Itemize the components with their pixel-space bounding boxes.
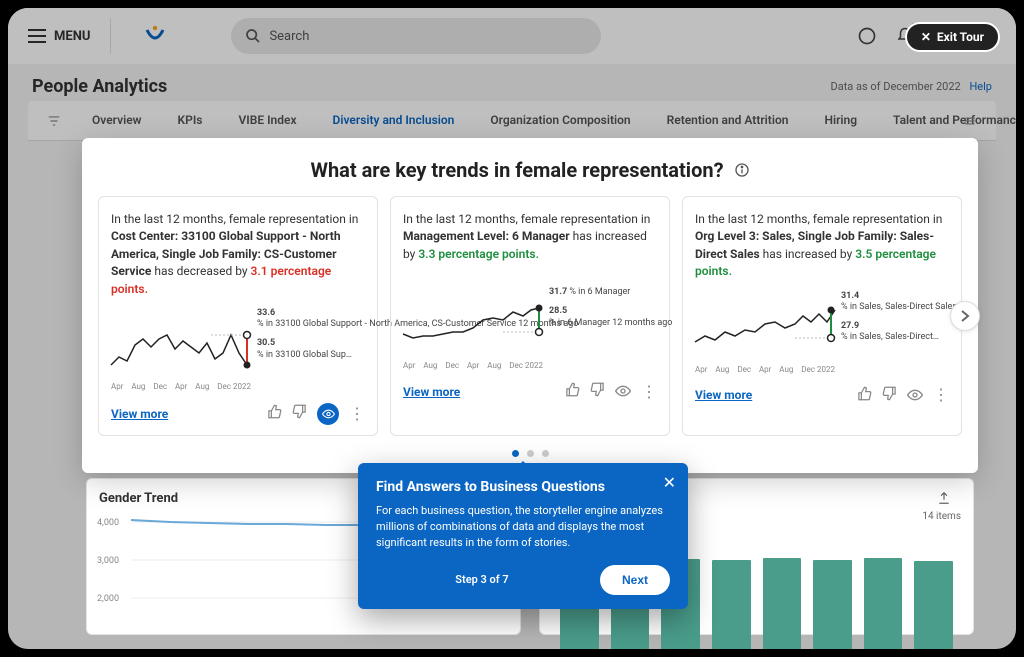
- tour-next-button[interactable]: Next: [600, 565, 670, 595]
- help-link[interactable]: Help: [969, 80, 992, 93]
- card-summary: In the last 12 months, female representa…: [403, 211, 657, 277]
- page-meta: Data as of December 2022 Help: [831, 80, 993, 93]
- tab-retention-and-attrition[interactable]: Retention and Attrition: [663, 101, 793, 141]
- value-labels: 33.6 % in 33100 Global Support - North A…: [257, 308, 365, 391]
- tour-body: For each business question, the storytel…: [376, 503, 670, 551]
- sparkline-chart: [695, 291, 835, 363]
- workday-logo[interactable]: [141, 22, 169, 50]
- bar: [712, 560, 751, 649]
- bar: [763, 558, 802, 649]
- tab-vibe-index[interactable]: VIBE Index: [234, 101, 300, 141]
- kebab-icon[interactable]: ⋮: [933, 390, 949, 400]
- gender-trend-title: Gender Trend: [99, 491, 178, 506]
- trend-card: In the last 12 months, female representa…: [682, 196, 962, 436]
- trends-panel: What are key trends in female representa…: [82, 138, 978, 473]
- info-icon[interactable]: [734, 162, 750, 178]
- page-title: People Analytics: [32, 76, 167, 97]
- menu-button[interactable]: MENU: [28, 29, 90, 44]
- page-header: People Analytics Data as of December 202…: [8, 64, 1016, 101]
- view-more-link[interactable]: View more: [111, 407, 168, 421]
- ytick: 4,000: [97, 518, 119, 528]
- x-axis-ticks: AprAugDecAprAugDec 2022: [403, 361, 543, 370]
- tour-close-button[interactable]: ✕: [663, 473, 676, 492]
- tab-hiring[interactable]: Hiring: [820, 101, 861, 141]
- panel-title: What are key trends in female representa…: [310, 158, 723, 182]
- visibility-icon[interactable]: [615, 382, 631, 401]
- tour-title: Find Answers to Business Questions: [376, 479, 670, 495]
- thumbs-down-icon[interactable]: [590, 382, 605, 401]
- ytick: 2,000: [97, 594, 119, 604]
- trend-card: In the last 12 months, female representa…: [390, 196, 670, 436]
- data-as-of: Data as of December 2022: [831, 80, 961, 93]
- tab-organization-composition[interactable]: Organization Composition: [486, 101, 634, 141]
- chat-icon[interactable]: [856, 25, 878, 47]
- bar: [813, 560, 852, 649]
- view-more-link[interactable]: View more: [403, 385, 460, 399]
- sparkline-chart: [111, 308, 251, 380]
- trend-card: In the last 12 months, female representa…: [98, 196, 378, 436]
- tab-kpis[interactable]: KPIs: [174, 101, 207, 141]
- tour-popover: ✕ Find Answers to Business Questions For…: [358, 463, 688, 609]
- tab-diversity-and-inclusion[interactable]: Diversity and Inclusion: [329, 101, 459, 141]
- exit-tour-button[interactable]: ✕ Exit Tour: [905, 22, 1000, 52]
- tour-step: Step 3 of 7: [376, 573, 588, 586]
- hamburger-icon: [28, 29, 46, 43]
- view-more-link[interactable]: View more: [695, 388, 752, 402]
- thumbs-down-icon[interactable]: [882, 386, 897, 405]
- tabs-more-icon[interactable]: [952, 101, 988, 141]
- filter-icon[interactable]: [36, 101, 72, 141]
- kebab-icon[interactable]: ⋮: [641, 387, 657, 397]
- thumbs-up-icon[interactable]: [565, 382, 580, 401]
- ytick: 3,000: [97, 556, 119, 566]
- x-axis-ticks: AprAugDecAprAugDec 2022: [695, 365, 835, 374]
- close-icon: ✕: [921, 30, 931, 44]
- visibility-icon[interactable]: [907, 386, 923, 405]
- tab-overview[interactable]: Overview: [88, 101, 146, 141]
- visibility-icon[interactable]: [317, 403, 339, 425]
- carousel-next-button[interactable]: [950, 301, 980, 331]
- thumbs-up-icon[interactable]: [267, 404, 282, 423]
- export-icon[interactable]: [937, 491, 951, 505]
- thumbs-down-icon[interactable]: [292, 404, 307, 423]
- search-placeholder: Search: [269, 29, 309, 44]
- value-labels: 31.4 % in Sales, Sales-Direct Sales27.9 …: [841, 291, 949, 374]
- menu-label: MENU: [54, 29, 90, 44]
- card-summary: In the last 12 months, female representa…: [111, 211, 365, 298]
- thumbs-up-icon[interactable]: [857, 386, 872, 405]
- dot[interactable]: [542, 450, 549, 457]
- card-summary: In the last 12 months, female representa…: [695, 211, 949, 281]
- x-axis-ticks: AprAugDecAprAugDec 2022: [111, 382, 251, 391]
- sparkline-chart: [403, 287, 543, 359]
- tabs-bar: Overview KPIs VIBE Index Diversity and Incl…: [28, 101, 996, 141]
- kebab-icon[interactable]: ⋮: [349, 409, 365, 419]
- exit-tour-label: Exit Tour: [937, 30, 984, 44]
- top-app-bar: MENU Search: [8, 8, 1016, 64]
- search-icon: [245, 28, 261, 44]
- bar: [914, 561, 953, 649]
- bar: [864, 558, 903, 649]
- value-labels: 31.7 % in 6 Manager28.5 % in 6 Manager 1…: [549, 287, 657, 370]
- search-input[interactable]: Search: [231, 18, 601, 54]
